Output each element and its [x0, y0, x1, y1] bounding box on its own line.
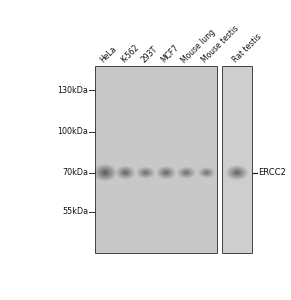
Ellipse shape [145, 172, 147, 173]
Ellipse shape [95, 165, 115, 180]
Ellipse shape [118, 167, 133, 178]
Ellipse shape [136, 167, 155, 179]
Ellipse shape [199, 168, 214, 178]
Ellipse shape [97, 166, 113, 179]
Ellipse shape [164, 171, 168, 174]
Ellipse shape [94, 164, 116, 181]
Text: Mouse lung: Mouse lung [180, 27, 217, 65]
Text: Mouse testis: Mouse testis [200, 24, 241, 65]
Ellipse shape [203, 170, 211, 176]
Ellipse shape [124, 172, 127, 173]
Ellipse shape [200, 169, 213, 177]
Ellipse shape [159, 168, 173, 178]
Ellipse shape [157, 166, 176, 179]
Text: Rat testis: Rat testis [231, 33, 263, 65]
Ellipse shape [158, 167, 174, 178]
Ellipse shape [162, 170, 170, 175]
Text: 55kDa: 55kDa [62, 208, 88, 217]
Ellipse shape [161, 169, 171, 176]
Bar [95, 66, 217, 253]
Ellipse shape [100, 168, 111, 177]
Ellipse shape [182, 170, 191, 176]
Ellipse shape [121, 169, 130, 176]
Ellipse shape [117, 167, 134, 179]
Ellipse shape [184, 171, 189, 174]
Ellipse shape [205, 172, 208, 173]
Ellipse shape [231, 169, 243, 176]
Ellipse shape [122, 170, 129, 175]
Text: K-562: K-562 [119, 43, 141, 65]
Text: 100kDa: 100kDa [57, 127, 88, 136]
Text: 130kDa: 130kDa [57, 86, 88, 95]
Ellipse shape [140, 169, 152, 176]
Ellipse shape [138, 167, 154, 178]
Ellipse shape [227, 166, 247, 179]
Ellipse shape [198, 167, 215, 178]
Text: MCF7: MCF7 [160, 44, 181, 65]
Ellipse shape [203, 171, 210, 175]
Ellipse shape [104, 172, 107, 174]
Ellipse shape [141, 170, 150, 176]
Ellipse shape [226, 165, 249, 180]
Ellipse shape [230, 168, 244, 177]
Ellipse shape [101, 169, 109, 176]
Text: 70kDa: 70kDa [62, 168, 88, 177]
Ellipse shape [139, 168, 153, 177]
Ellipse shape [236, 172, 239, 174]
Ellipse shape [205, 171, 209, 174]
Ellipse shape [229, 167, 246, 178]
Ellipse shape [178, 167, 194, 178]
Ellipse shape [120, 168, 132, 177]
Ellipse shape [102, 170, 108, 175]
Text: HeLa: HeLa [99, 45, 119, 65]
Ellipse shape [143, 171, 148, 174]
Ellipse shape [165, 172, 167, 173]
Ellipse shape [142, 170, 149, 175]
Ellipse shape [183, 170, 190, 175]
Ellipse shape [185, 172, 187, 173]
Text: 293T: 293T [139, 45, 159, 65]
Ellipse shape [116, 166, 135, 180]
Ellipse shape [177, 167, 196, 179]
Ellipse shape [181, 169, 192, 176]
Text: ERCC2: ERCC2 [258, 168, 286, 177]
Ellipse shape [234, 171, 240, 175]
Ellipse shape [123, 171, 128, 174]
Ellipse shape [201, 169, 212, 176]
Ellipse shape [98, 167, 112, 178]
Ellipse shape [180, 168, 193, 177]
Ellipse shape [160, 169, 172, 177]
Ellipse shape [233, 170, 241, 176]
Bar [222, 66, 252, 253]
